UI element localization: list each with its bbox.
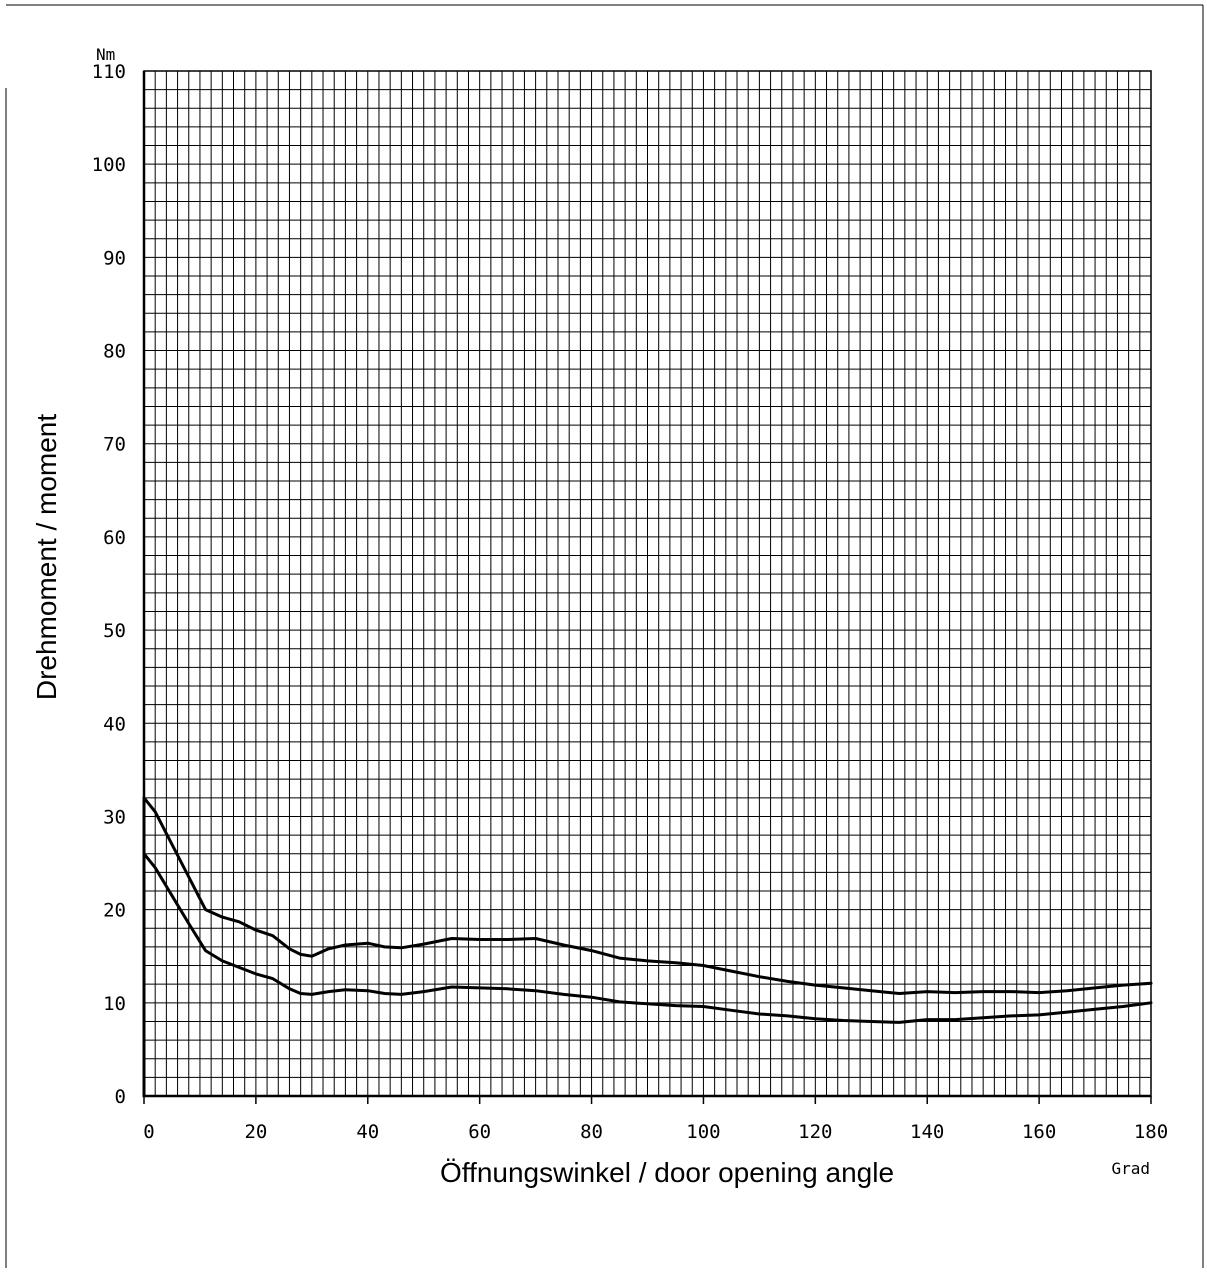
y-unit-label: Nm [96,45,115,64]
x-axis-label: Öffnungswinkel / door opening angle [440,1157,894,1188]
series-layer [142,796,1153,1098]
y-tick-label: 110 [92,61,126,83]
x-tick-label: 80 [580,1121,603,1143]
plot-frame [142,70,1152,1098]
x-unit-label: Grad [1111,1159,1150,1178]
y-tick-label: 50 [103,620,126,642]
x-tick-label: 180 [1134,1121,1168,1143]
series-line-1 [142,796,1153,1098]
y-tick-label: 60 [103,527,126,549]
x-tick-labels: 0 20 40 60 80 100 120 140 160 180 [143,1096,1168,1143]
y-tick-label: 10 [103,993,126,1015]
x-tick-label: 0 [143,1121,154,1143]
series-line-2 [142,852,1153,1098]
y-tick-label: 100 [92,154,126,176]
x-tick-label: 60 [468,1121,491,1143]
y-tick-label: 0 [115,1086,126,1108]
y-tick-label: 20 [103,900,126,922]
x-tick-label: 40 [356,1121,379,1143]
y-axis-label: Drehmoment / moment [31,414,62,701]
y-tick-label: 90 [103,247,126,269]
x-tick-label: 120 [798,1121,832,1143]
y-tick-labels: 0 10 20 30 40 50 60 70 80 90 100 110 [92,61,126,1108]
y-tick-label: 70 [103,434,126,456]
x-tick-label: 20 [244,1121,267,1143]
x-tick-label: 140 [910,1121,944,1143]
x-tick-label: 100 [686,1121,720,1143]
y-tick-label: 30 [103,806,126,828]
grid [144,71,1151,1096]
y-tick-label: 80 [103,341,126,363]
y-tick-label: 40 [103,713,126,735]
x-tick-label: 160 [1022,1121,1056,1143]
